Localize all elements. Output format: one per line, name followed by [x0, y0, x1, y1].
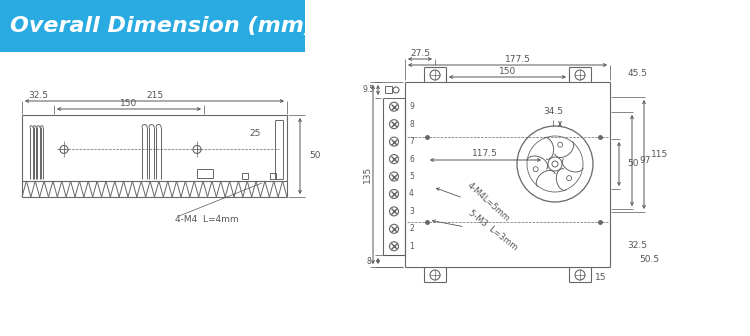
Text: Overall Dimension (mm): Overall Dimension (mm): [10, 16, 314, 36]
Text: 25: 25: [249, 128, 261, 137]
Text: 5-M3  L=3mm: 5-M3 L=3mm: [467, 208, 519, 252]
Text: 5: 5: [409, 172, 414, 181]
Bar: [385, 86, 392, 93]
Text: 1: 1: [409, 242, 414, 251]
Text: 150: 150: [120, 99, 138, 109]
Text: 50.5: 50.5: [639, 254, 659, 263]
Text: 135: 135: [362, 166, 371, 183]
Text: 8: 8: [367, 256, 371, 265]
Text: 32.5: 32.5: [627, 241, 647, 250]
Text: 9: 9: [409, 102, 414, 111]
Text: 7: 7: [409, 137, 414, 146]
Text: 4: 4: [409, 190, 414, 199]
Text: 97: 97: [639, 156, 650, 165]
Text: 8: 8: [409, 120, 414, 129]
Text: 215: 215: [146, 90, 163, 99]
Text: 9.5: 9.5: [363, 85, 375, 94]
Text: 4-M4L=5mm: 4-M4L=5mm: [465, 181, 511, 223]
Bar: [270, 173, 276, 179]
Text: 4-M4  L=4mm: 4-M4 L=4mm: [176, 214, 238, 223]
Text: 45.5: 45.5: [628, 69, 648, 78]
Text: 15: 15: [595, 274, 607, 283]
Bar: [197, 169, 213, 178]
Text: 27.5: 27.5: [410, 48, 430, 57]
Bar: [242, 173, 248, 179]
Text: 32.5: 32.5: [28, 90, 48, 99]
Bar: [0, 0, 305, 52]
Text: 6: 6: [409, 155, 414, 164]
Text: 117.5: 117.5: [472, 150, 498, 159]
Text: 177.5: 177.5: [505, 54, 531, 64]
Text: 2: 2: [409, 224, 414, 233]
Text: 150: 150: [499, 68, 516, 77]
Text: 34.5: 34.5: [543, 108, 563, 117]
Text: 50: 50: [309, 152, 320, 161]
Text: 3: 3: [409, 207, 414, 216]
Text: 115: 115: [651, 150, 668, 159]
Text: 50: 50: [627, 160, 638, 168]
